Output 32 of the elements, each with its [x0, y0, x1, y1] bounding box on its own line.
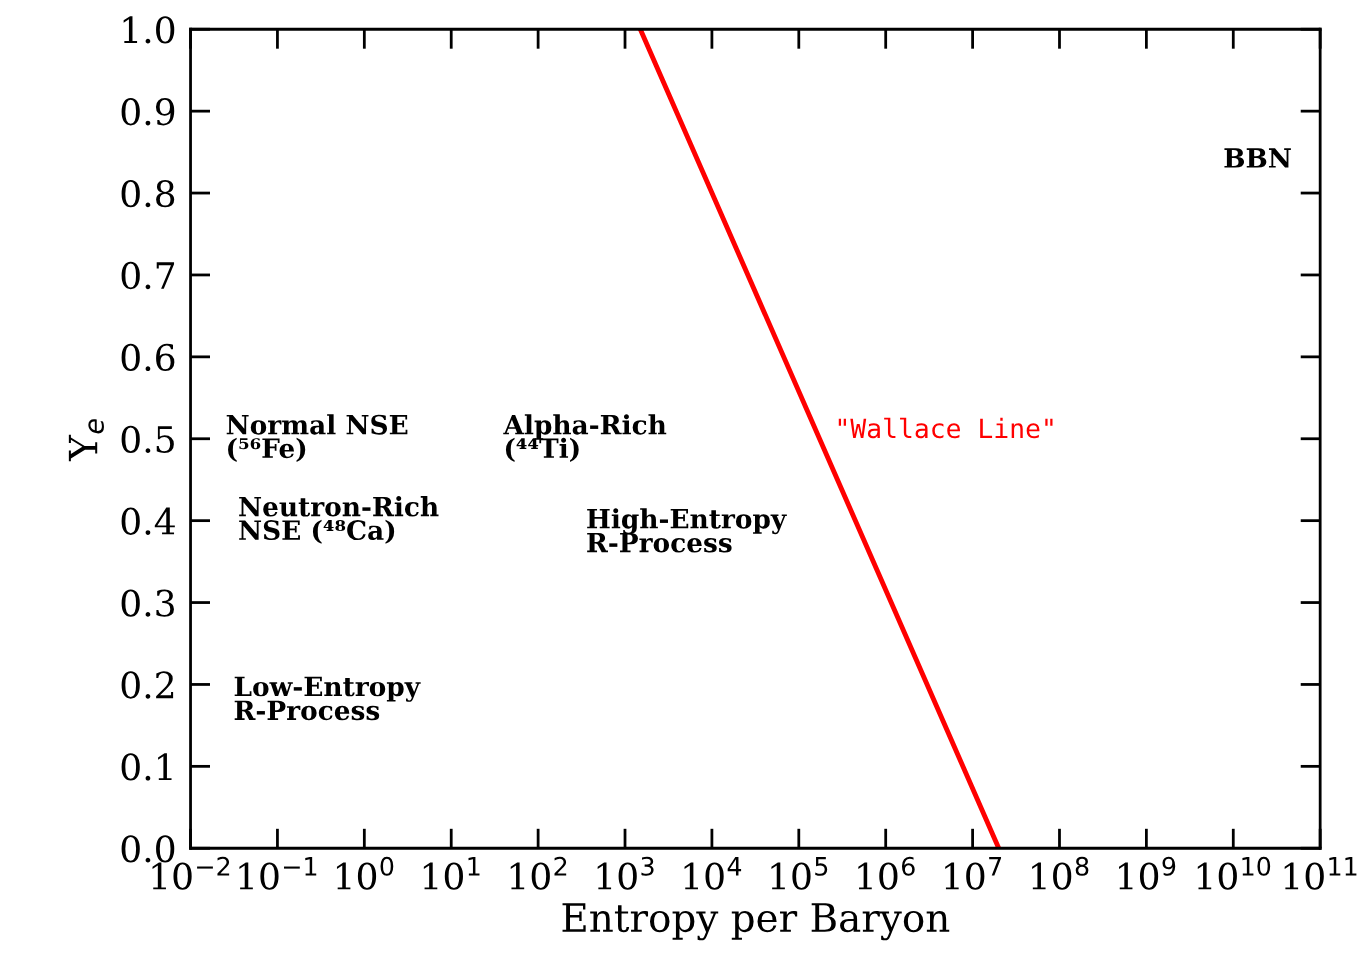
- y-tick-label: 0.6: [121, 343, 175, 372]
- x-tick-label: 10$^{11}$: [1284, 857, 1357, 890]
- annotation: BBN: [1224, 148, 1291, 168]
- x-tick-label: 10$^{3}$: [597, 856, 654, 890]
- annotation: Alpha-Rich (⁴⁴Ti): [503, 414, 667, 462]
- x-tick-label: 10$^{4}$: [684, 857, 742, 890]
- x-tick-label: 10$^{1}$: [423, 857, 480, 890]
- y-tick-label: 0.4: [121, 507, 175, 535]
- annotation: Normal NSE (⁵⁶Fe): [226, 414, 408, 462]
- y-tick-label: 0.3: [121, 589, 174, 617]
- x-tick-label: 10$^{−1}$: [239, 857, 317, 890]
- y-tick-label: 0.9: [121, 98, 175, 126]
- y-tick-label: 0.2: [121, 671, 174, 699]
- x-tick-label: 10$^{8}$: [1032, 856, 1089, 890]
- x-tick-label: 10$^{9}$: [1119, 856, 1176, 890]
- x-tick-label: 10$^{10}$: [1197, 856, 1271, 890]
- y-tick-label: 1.0: [123, 16, 175, 44]
- x-tick-label: 10$^{5}$: [771, 857, 828, 890]
- annotation: Low-Entropy R-Process: [234, 676, 421, 721]
- x-tick-label: 10$^{0}$: [336, 856, 394, 890]
- x-tick-label: 10$^{2}$: [510, 856, 567, 890]
- y-tick-label: 0.5: [121, 425, 174, 453]
- annotation: Neutron-Rich NSE (⁴⁸Ca): [239, 496, 439, 544]
- x-tick-label: 10$^{6}$: [858, 856, 915, 890]
- y-tick-label: 0.1: [121, 753, 172, 781]
- y-axis-title: Y$_{e}$: [68, 419, 104, 462]
- x-axis-title: Entropy per Baryon: [562, 903, 950, 941]
- x-tick-label: 10$^{7}$: [945, 857, 1002, 890]
- y-tick-label: 0.7: [121, 261, 175, 290]
- y-tick-label: 0.8: [121, 179, 175, 208]
- annotation: High-Entropy R-Process: [587, 508, 787, 553]
- series-label: "Wallace Line": [838, 417, 1053, 439]
